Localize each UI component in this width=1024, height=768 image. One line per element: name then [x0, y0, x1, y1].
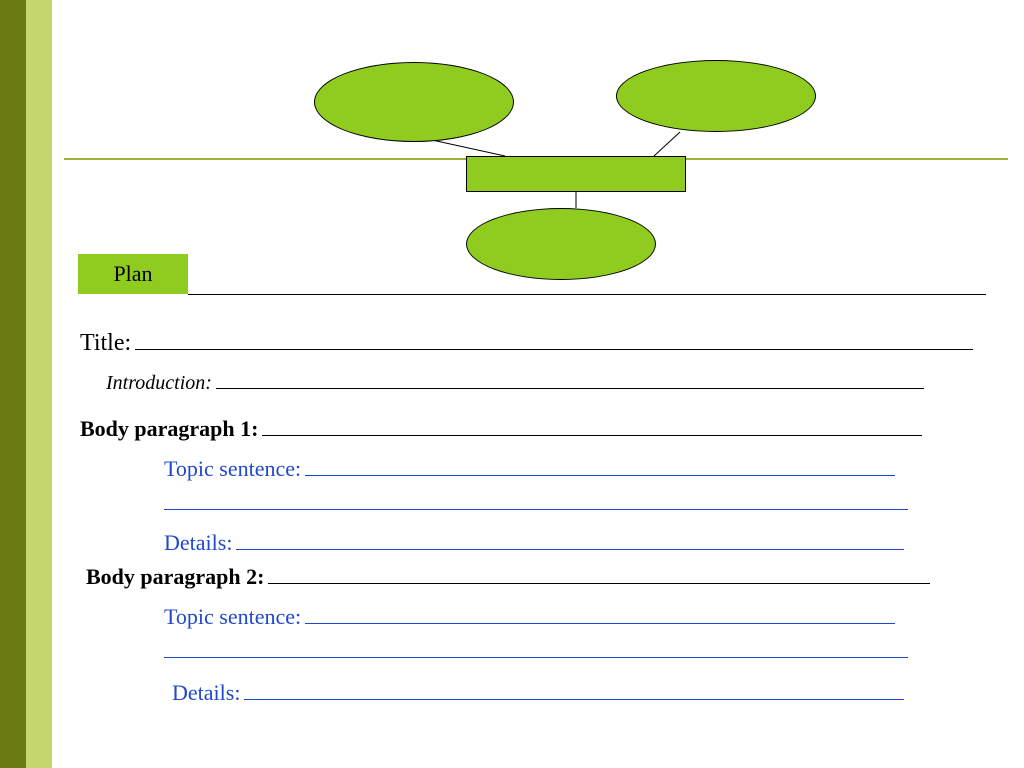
field-body-paragraph-1: Body paragraph 1: — [80, 416, 922, 442]
label-body2-details: Details: — [172, 680, 240, 705]
diagram-ellipse-top-right — [616, 60, 816, 132]
line-body2-details — [244, 686, 904, 700]
line-body2-topic — [305, 610, 895, 624]
line-body1-topic — [305, 462, 895, 476]
field-body2-topic: Topic sentence: — [164, 604, 895, 630]
diagram-center-rect — [466, 156, 686, 192]
field-body1-topic: Topic sentence: — [164, 456, 895, 482]
line-title — [135, 336, 973, 350]
line-body2-blank — [164, 644, 908, 658]
line-body1-blank — [164, 496, 908, 510]
sidebar-stripe-light — [26, 0, 52, 768]
plan-box: Plan — [78, 254, 188, 294]
field-body2-blank — [164, 644, 908, 663]
field-body1-blank — [164, 496, 908, 515]
line-body1-details — [236, 536, 904, 550]
line-body-2 — [268, 570, 930, 584]
sidebar-stripe-dark — [0, 0, 26, 768]
label-body-1: Body paragraph 1: — [80, 416, 258, 441]
diagram-ellipse-top-left — [314, 62, 514, 142]
line-body-1 — [262, 422, 922, 436]
field-body-paragraph-2: Body paragraph 2: — [86, 564, 930, 590]
field-body2-details: Details: — [172, 680, 904, 706]
slide: Plan Title: Introduction: Body paragraph… — [0, 0, 1024, 768]
label-title: Title: — [80, 330, 131, 356]
label-body1-details: Details: — [164, 530, 232, 555]
plan-label: Plan — [113, 261, 152, 287]
label-body2-topic: Topic sentence: — [164, 604, 301, 629]
field-title: Title: — [80, 330, 973, 357]
label-body1-topic: Topic sentence: — [164, 456, 301, 481]
field-introduction: Introduction: — [106, 372, 924, 395]
label-body-2: Body paragraph 2: — [86, 564, 264, 589]
line-introduction — [216, 375, 924, 389]
field-body1-details: Details: — [164, 530, 904, 556]
label-introduction: Introduction: — [106, 372, 212, 394]
diagram-ellipse-bottom — [466, 208, 656, 280]
horizontal-rule-plan — [188, 294, 986, 295]
